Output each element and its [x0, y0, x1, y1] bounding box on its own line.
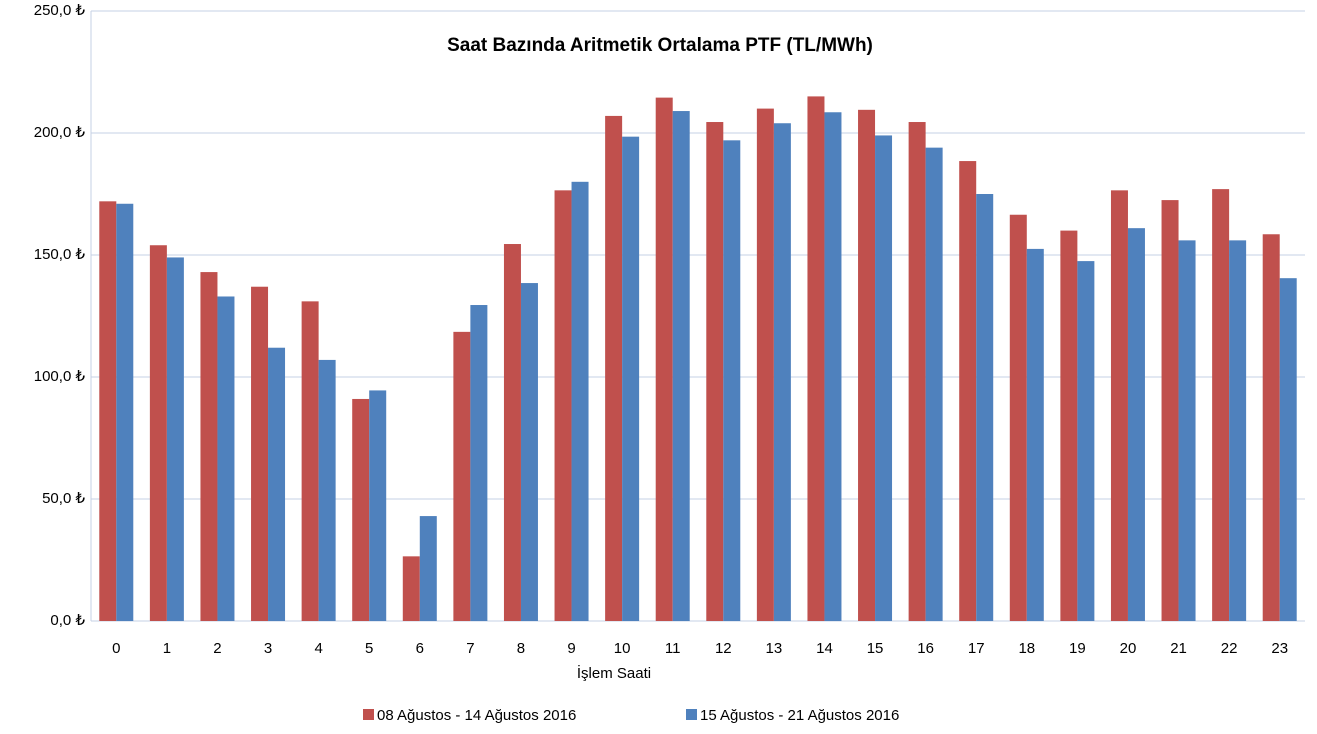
- bar: [976, 194, 994, 621]
- x-tick-label: 4: [314, 640, 322, 657]
- x-tick-label: 2: [213, 640, 221, 657]
- bar: [1127, 228, 1145, 621]
- chart-title: Saat Bazında Aritmetik Ortalama PTF (TL/…: [447, 35, 873, 56]
- x-axis-label: İşlem Saati: [577, 664, 651, 682]
- x-tick-label: 23: [1271, 640, 1288, 657]
- bar: [149, 245, 167, 622]
- bar: [756, 108, 774, 622]
- bar: [217, 296, 235, 621]
- bar: [554, 190, 572, 621]
- bar: [166, 257, 184, 621]
- bar: [200, 272, 218, 621]
- x-tick-label: 17: [968, 640, 985, 657]
- x-tick-label: 0: [112, 640, 120, 657]
- bar: [908, 122, 926, 622]
- x-tick-label: 8: [517, 640, 525, 657]
- bar: [858, 109, 876, 621]
- bar: [301, 301, 319, 621]
- y-tick-label: 250,0 ₺: [34, 2, 86, 19]
- bar: [1279, 278, 1297, 621]
- y-tick-label: 100,0 ₺: [34, 368, 86, 385]
- bar: [402, 556, 420, 621]
- bar: [503, 244, 521, 621]
- bar: [116, 203, 134, 621]
- x-tick-label: 12: [715, 640, 732, 657]
- bar: [1229, 240, 1247, 622]
- bar: [1178, 240, 1196, 622]
- legend-swatch: [363, 709, 374, 720]
- x-tick-label: 6: [416, 640, 424, 657]
- x-tick-label: 18: [1018, 640, 1035, 657]
- bar: [99, 201, 117, 621]
- bar: [1009, 214, 1027, 622]
- y-tick-label: 150,0 ₺: [34, 246, 86, 263]
- bar: [571, 181, 589, 622]
- bar: [268, 347, 286, 621]
- legend-label: 08 Ağustos - 14 Ağustos 2016: [377, 707, 576, 724]
- x-tick-label: 10: [614, 640, 631, 657]
- bar: [824, 112, 842, 621]
- bar: [352, 398, 370, 621]
- bar: [1077, 261, 1095, 621]
- y-tick-label: 50,0 ₺: [42, 490, 85, 507]
- bar: [369, 390, 387, 621]
- bar: [672, 111, 690, 621]
- bar: [470, 305, 488, 621]
- bar: [251, 286, 269, 621]
- x-tick-label: 11: [665, 640, 681, 657]
- x-tick-label: 7: [466, 640, 474, 657]
- bar: [605, 115, 623, 622]
- x-tick-label: 13: [766, 640, 783, 657]
- legend-swatch: [686, 709, 697, 720]
- bar: [773, 123, 791, 622]
- bar: [1060, 230, 1078, 621]
- x-tick-label: 15: [867, 640, 884, 657]
- bar: [723, 140, 741, 621]
- bar: [875, 135, 893, 621]
- bar: [1161, 200, 1179, 621]
- bar: [622, 136, 640, 621]
- x-tick-label: 5: [365, 640, 373, 657]
- x-tick-label: 19: [1069, 640, 1086, 657]
- x-tick-label: 16: [917, 640, 934, 657]
- bar: [453, 331, 471, 621]
- bar: [1262, 234, 1280, 621]
- y-tick-label: 0,0 ₺: [50, 612, 85, 629]
- bar: [318, 359, 336, 621]
- bar: [807, 96, 825, 621]
- x-tick-label: 14: [816, 640, 833, 657]
- bar: [706, 122, 724, 622]
- bar: [419, 516, 437, 621]
- bar: [520, 283, 538, 621]
- bar: [655, 97, 673, 622]
- y-tick-label: 200,0 ₺: [34, 124, 86, 141]
- x-tick-label: 21: [1170, 640, 1187, 657]
- bar: [1212, 189, 1230, 621]
- bar: [959, 161, 977, 621]
- x-tick-label: 1: [163, 640, 171, 657]
- x-tick-label: 3: [264, 640, 272, 657]
- x-tick-label: 9: [567, 640, 575, 657]
- bar: [925, 147, 943, 621]
- x-tick-label: 22: [1221, 640, 1238, 657]
- x-tick-label: 20: [1120, 640, 1137, 657]
- bar: [1026, 248, 1044, 621]
- bar: [1110, 190, 1128, 621]
- legend-label: 15 Ağustos - 21 Ağustos 2016: [700, 707, 899, 724]
